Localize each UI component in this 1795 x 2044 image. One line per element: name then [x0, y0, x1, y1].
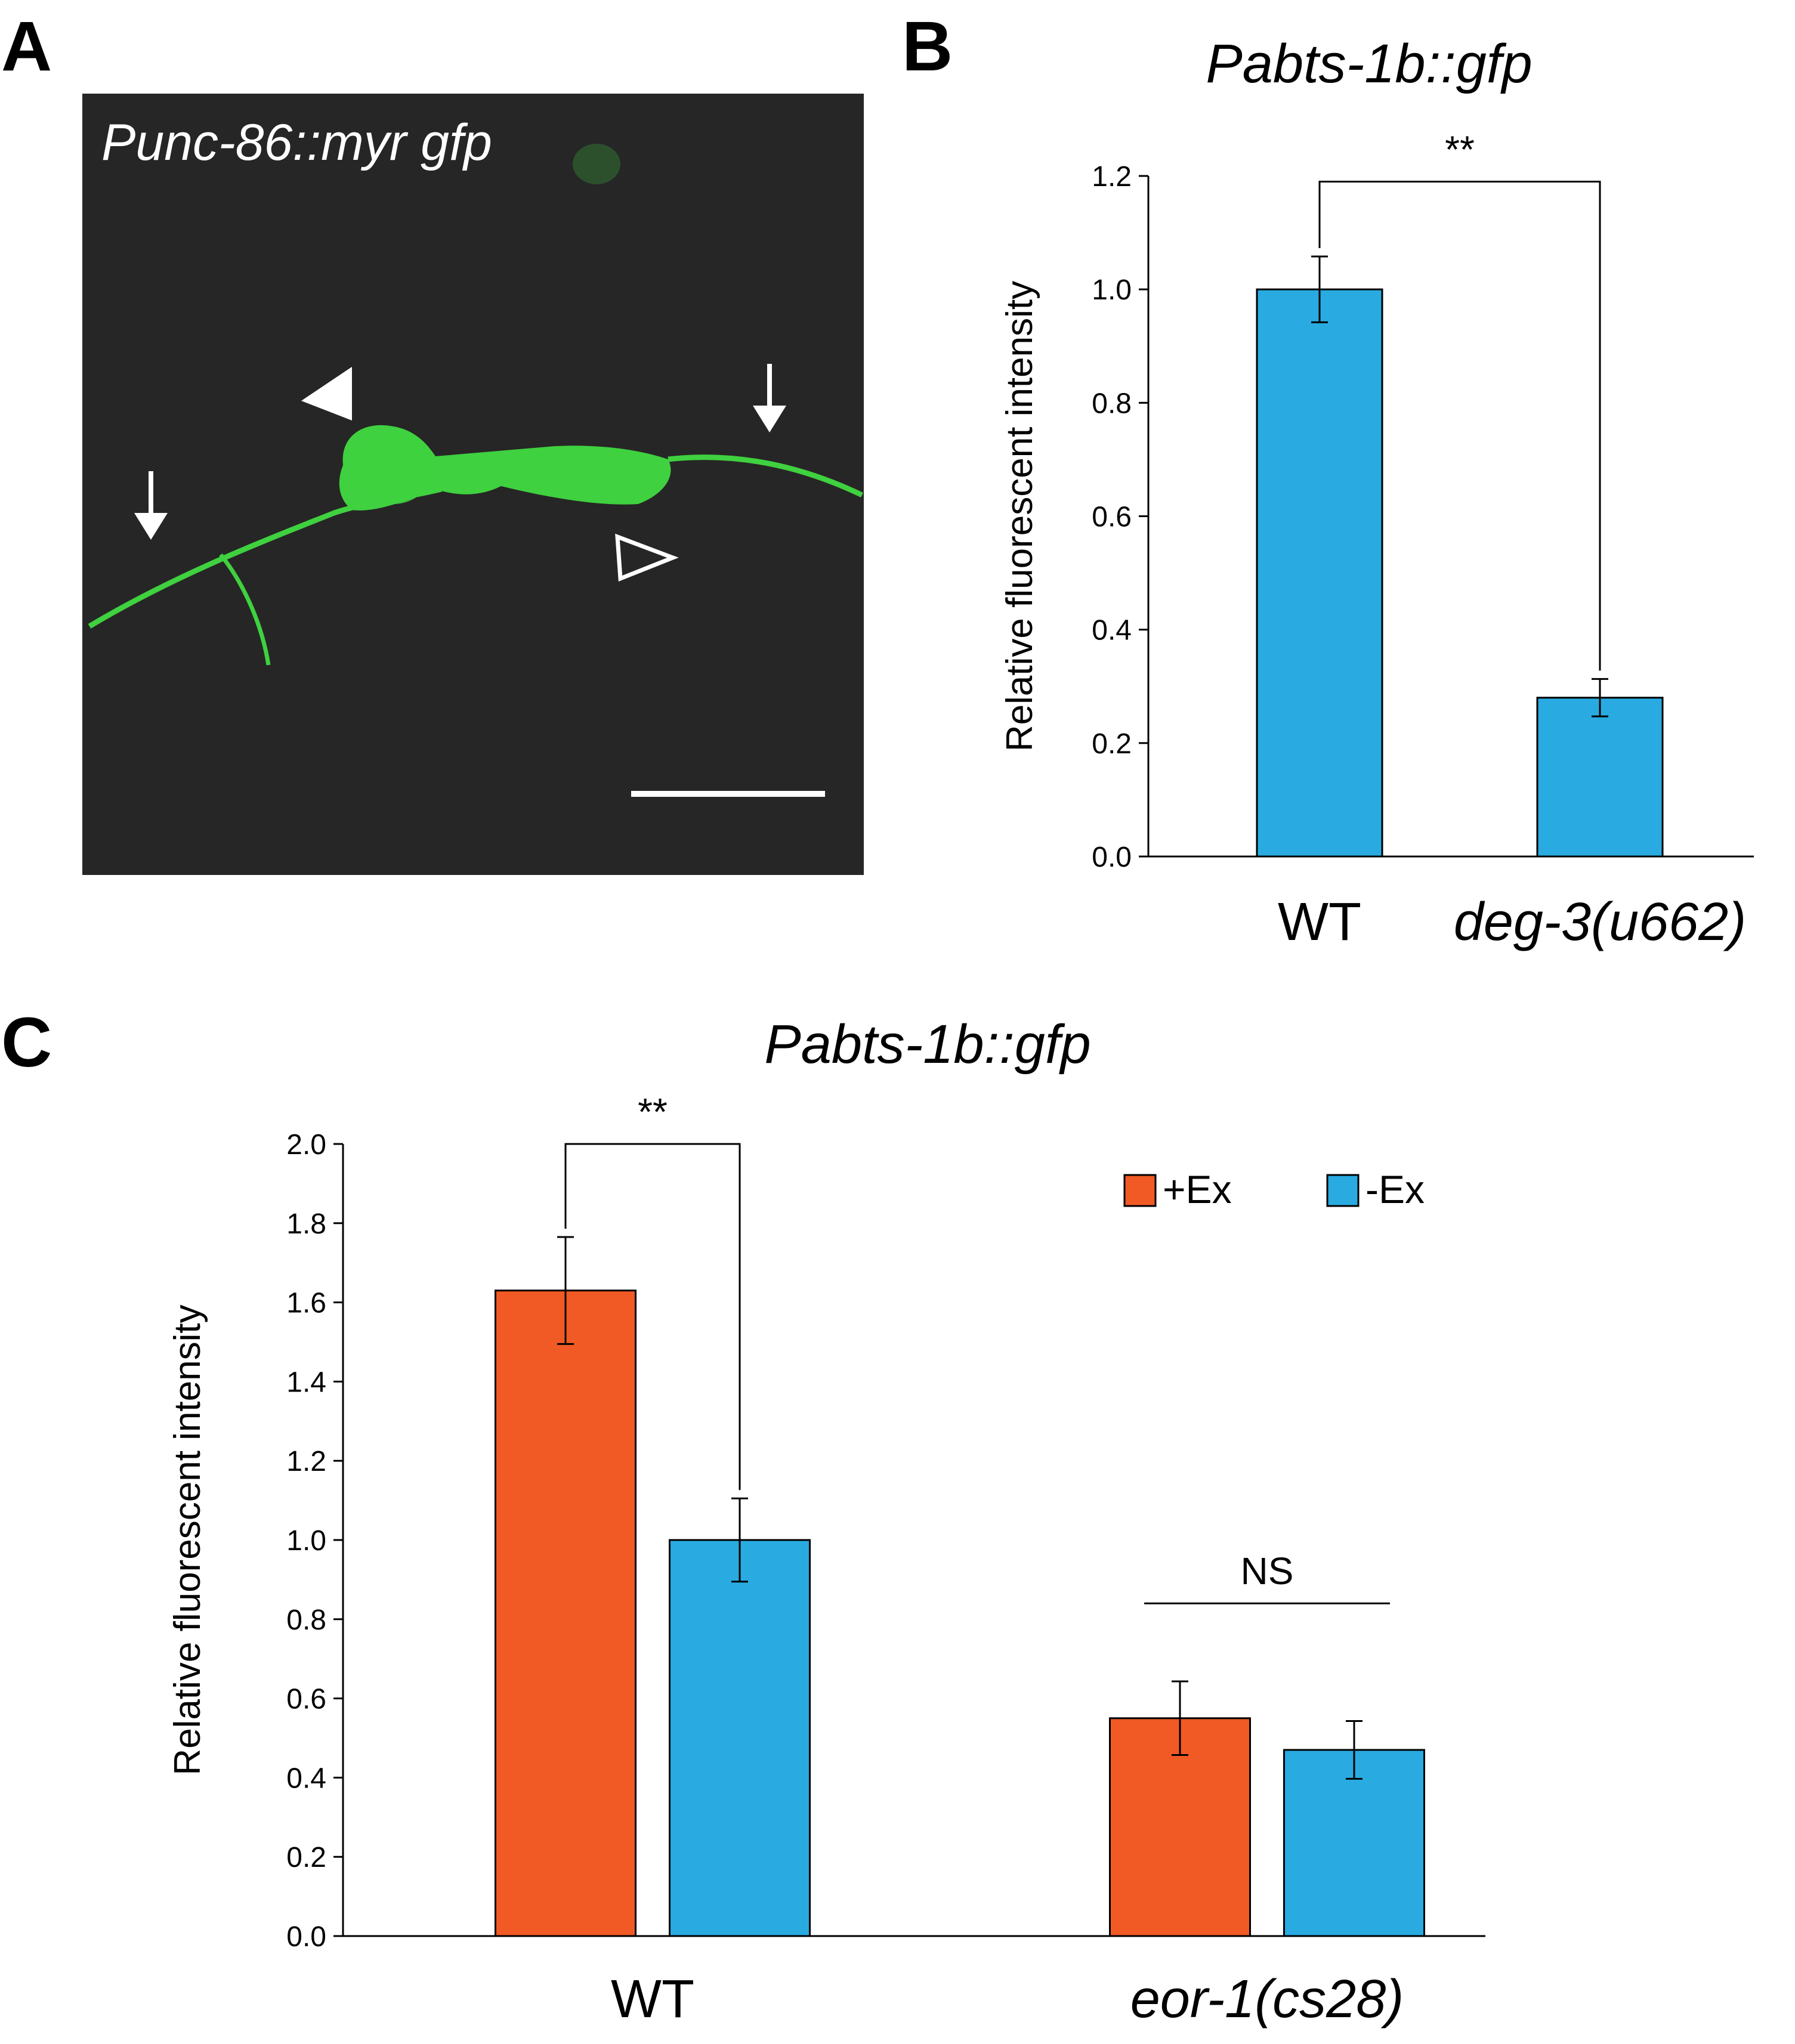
filled-arrowhead-icon	[301, 367, 352, 420]
y-tick-label: 0.2	[286, 1842, 326, 1873]
y-tick-label: 1.4	[286, 1366, 326, 1398]
panel-a: A Punc-86::myr gfp	[1, 7, 864, 875]
y-tick-label: 0.0	[1092, 842, 1132, 873]
y-tick-label: 0.8	[1092, 388, 1132, 419]
x-category-label: eor-1(cs28)	[1130, 1969, 1404, 2029]
panel-b-letter: B	[902, 7, 953, 86]
down-arrow-icon	[753, 364, 786, 432]
y-tick-label: 0.8	[286, 1604, 326, 1636]
legend-label: +Ex	[1163, 1167, 1232, 1211]
significance-bracket	[564, 1143, 741, 1491]
down-arrow-icon	[134, 471, 168, 540]
gfp-neuron	[88, 144, 863, 666]
y-tick-label: 1.6	[286, 1288, 326, 1319]
y-tick-label: 0.0	[286, 1921, 326, 1953]
y-tick-label: 0.6	[1092, 502, 1132, 533]
significance-label: NS	[1241, 1550, 1294, 1592]
y-tick-label: 0.4	[1092, 615, 1132, 647]
panel-a-letter: A	[1, 7, 52, 86]
y-tick-label: 1.2	[1092, 161, 1132, 193]
bar	[1536, 697, 1664, 858]
y-tick-label: 0.4	[286, 1762, 326, 1794]
significance-label: **	[638, 1090, 668, 1133]
y-tick-label: 1.0	[1092, 274, 1132, 306]
neurite	[668, 454, 863, 498]
neurite-branch	[219, 553, 271, 666]
panel-c-letter: C	[1, 1003, 52, 1082]
legend-swatch	[1326, 1174, 1360, 1207]
bar	[1283, 1749, 1425, 1937]
y-tick-label: 1.0	[286, 1525, 326, 1557]
legend-swatch	[1123, 1174, 1157, 1207]
bar	[669, 1539, 811, 1937]
x-category-label: WT	[1278, 892, 1361, 952]
y-tick-label: 1.2	[286, 1446, 326, 1477]
x-category-label: deg-3(u662)	[1454, 892, 1746, 952]
significance-label: **	[1445, 128, 1475, 171]
y-tick-label: 0.2	[1092, 728, 1132, 760]
y-tick-label: 2.0	[286, 1129, 326, 1161]
chart-title: Pabts-1b::gfp	[764, 1014, 1090, 1075]
significance-bracket	[1318, 181, 1601, 671]
y-tick-label: 0.6	[286, 1684, 326, 1715]
open-arrowhead-icon	[615, 533, 679, 582]
y-axis-label: Relative fluorescent intensity	[167, 1304, 208, 1775]
y-tick-label: 1.8	[286, 1208, 326, 1240]
bar	[1256, 288, 1383, 858]
chart-title: Pabts-1b::gfp	[1206, 33, 1532, 94]
y-axis-label: Relative fluorescent intensity	[999, 281, 1040, 752]
bar	[495, 1290, 637, 1937]
micrograph-label: Punc-86::myr gfp	[101, 114, 492, 171]
x-category-label: WT	[611, 1969, 694, 2029]
legend-label: -Ex	[1365, 1167, 1425, 1211]
